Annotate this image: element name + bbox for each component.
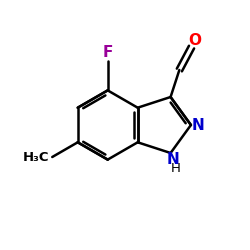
Text: O: O xyxy=(188,33,201,48)
Text: N: N xyxy=(192,118,204,132)
Text: N: N xyxy=(166,152,179,167)
Text: F: F xyxy=(102,45,113,60)
Text: H: H xyxy=(170,162,180,175)
Text: H₃C: H₃C xyxy=(23,150,49,164)
